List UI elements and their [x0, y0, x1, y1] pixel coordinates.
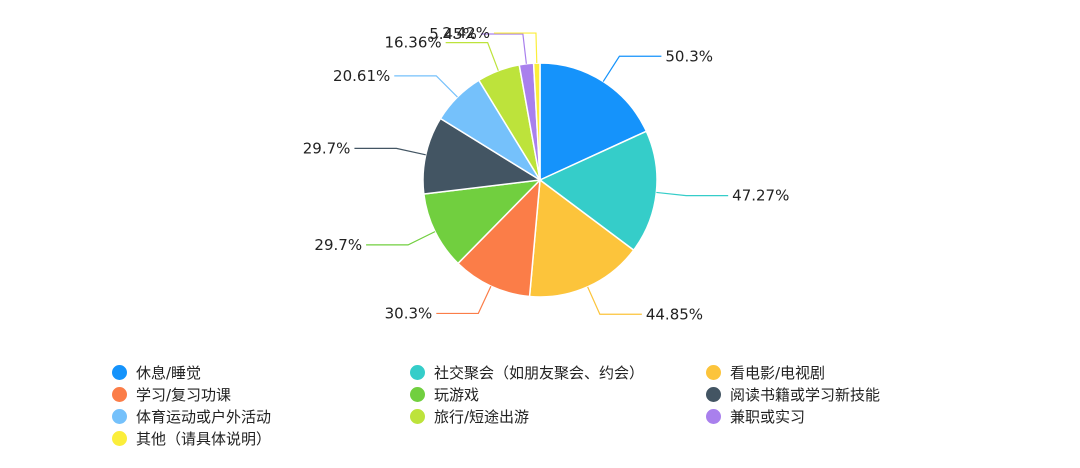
leader-line-4 [436, 285, 492, 315]
data-label-7: 20.61% [333, 67, 390, 85]
legend-label: 其他（请具体说明） [136, 430, 272, 448]
legend-label: 玩游戏 [434, 386, 480, 404]
legend-label: 体育运动或户外活动 [136, 408, 272, 426]
legend-item-7[interactable]: 体育运动或户外活动 [112, 406, 271, 427]
legend-item-9[interactable]: 兼职或实习 [706, 406, 805, 427]
legend-marker-icon [112, 409, 127, 424]
leader-line-10 [493, 32, 538, 64]
legend-marker-icon [112, 431, 127, 446]
slice-10[interactable] [532, 62, 541, 181]
legend-marker-icon [112, 365, 127, 380]
slice-3[interactable] [528, 178, 635, 298]
slice-5[interactable] [423, 178, 543, 265]
legend-item-3[interactable]: 看电影/电视剧 [706, 362, 825, 383]
leader-line-2 [656, 191, 729, 197]
legend-marker-icon [706, 409, 721, 424]
leader-line-8 [445, 42, 499, 71]
legend-label: 学习/复习功课 [136, 386, 232, 404]
data-label-2: 47.27% [732, 187, 789, 205]
slice-6[interactable] [422, 117, 543, 195]
data-label-8: 16.36% [384, 34, 441, 52]
legend-label: 旅行/短途出游 [434, 408, 530, 426]
legend-marker-icon [410, 387, 425, 402]
legend-label: 阅读书籍或学习新技能 [730, 386, 881, 404]
legend-marker-icon [706, 387, 721, 402]
slice-1[interactable] [539, 62, 648, 182]
legend-marker-icon [112, 387, 127, 402]
leader-line-9 [480, 33, 527, 64]
data-label-6: 29.7% [303, 139, 351, 157]
legend-item-8[interactable]: 旅行/短途出游 [410, 406, 529, 427]
legend-marker-icon [410, 409, 425, 424]
legend-label: 休息/睡觉 [136, 364, 202, 382]
legend-item-2[interactable]: 社交聚会（如朋友聚会、约会） [410, 362, 644, 383]
legend-item-4[interactable]: 学习/复习功课 [112, 384, 231, 405]
legend-marker-icon [410, 365, 425, 380]
leader-line-1 [602, 55, 662, 82]
legend-label: 看电影/电视剧 [730, 364, 826, 382]
leader-line-6 [354, 147, 426, 156]
legend-label: 社交聚会（如朋友聚会、约会） [434, 364, 645, 382]
leader-line-5 [366, 231, 436, 246]
data-label-1: 50.3% [665, 47, 713, 65]
slice-4[interactable] [456, 177, 541, 298]
data-label-10: 2.42% [442, 24, 490, 42]
legend-item-5[interactable]: 玩游戏 [410, 384, 479, 405]
legend-label: 兼职或实习 [730, 408, 806, 426]
legend-marker-icon [706, 365, 721, 380]
data-label-5: 29.7% [314, 236, 362, 254]
data-label-4: 30.3% [385, 304, 433, 322]
data-label-3: 44.85% [646, 305, 703, 323]
data-label-9: 5.45% [429, 25, 477, 43]
leader-line-7 [394, 75, 458, 98]
legend-item-1[interactable]: 休息/睡觉 [112, 362, 201, 383]
pie-chart: 50.3% 47.27% 44.85% 30.3% 29.7% 29.7% 20.61% 16… [303, 24, 790, 323]
legend-item-6[interactable]: 阅读书籍或学习新技能 [706, 384, 880, 405]
legend-item-10[interactable]: 其他（请具体说明） [112, 428, 271, 449]
leader-line-3 [587, 286, 642, 315]
